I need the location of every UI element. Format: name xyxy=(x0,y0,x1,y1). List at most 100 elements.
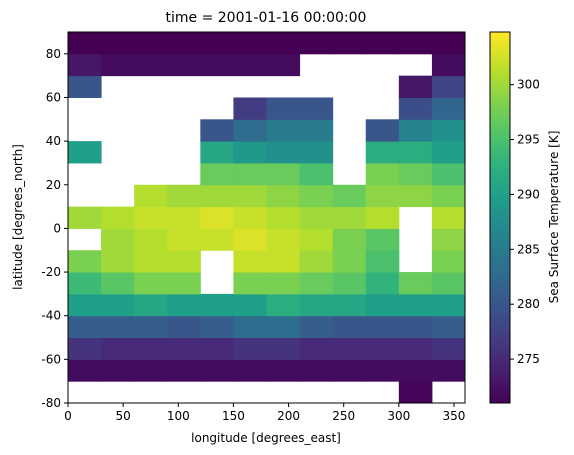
x-tick-label: 0 xyxy=(64,409,72,423)
cell xyxy=(200,184,234,208)
cell xyxy=(68,359,102,382)
cell xyxy=(68,250,102,273)
cell xyxy=(167,272,201,295)
cell xyxy=(431,97,466,120)
x-tick-label: 250 xyxy=(332,409,355,423)
cell xyxy=(266,141,301,164)
cell xyxy=(299,293,334,317)
cell xyxy=(398,32,433,55)
cell xyxy=(233,250,267,273)
cell xyxy=(398,293,433,317)
cell xyxy=(134,32,168,55)
cell xyxy=(101,53,135,77)
cell xyxy=(101,250,135,273)
x-tick-label: 350 xyxy=(443,409,466,423)
cell xyxy=(332,359,367,382)
cell xyxy=(266,97,301,120)
cell xyxy=(200,53,234,77)
cell xyxy=(167,228,201,251)
heatmap xyxy=(68,32,466,404)
cell xyxy=(200,119,234,142)
cell xyxy=(68,141,102,164)
cell xyxy=(134,250,168,273)
cell xyxy=(101,228,135,251)
cell xyxy=(167,53,201,77)
cell xyxy=(299,141,334,164)
cell xyxy=(299,315,334,339)
cell xyxy=(167,250,201,273)
cell xyxy=(431,315,466,339)
x-axis-label: longitude [degrees_east] xyxy=(191,431,341,445)
cell xyxy=(134,272,168,295)
cell xyxy=(398,184,433,208)
cell xyxy=(266,250,301,273)
cell xyxy=(200,359,234,382)
colorbar-tick-label: 275 xyxy=(517,352,540,366)
cell xyxy=(101,337,135,360)
cell xyxy=(398,97,433,120)
cell xyxy=(68,272,102,295)
cell xyxy=(101,206,135,229)
y-tick-label: 0 xyxy=(53,221,61,235)
cell xyxy=(266,293,301,317)
cell xyxy=(233,53,267,77)
cell xyxy=(233,141,267,164)
cell xyxy=(266,119,301,142)
cell xyxy=(200,206,234,229)
cell xyxy=(299,272,334,295)
cell xyxy=(365,272,400,295)
cell xyxy=(365,337,400,360)
cell xyxy=(200,293,234,317)
cell xyxy=(332,206,367,229)
cell xyxy=(431,228,466,251)
cell xyxy=(68,32,102,55)
x-tick-label: 100 xyxy=(167,409,190,423)
cell xyxy=(398,337,433,360)
cell xyxy=(200,141,234,164)
cell xyxy=(233,228,267,251)
cell xyxy=(431,119,466,142)
cell xyxy=(233,359,267,382)
cell xyxy=(233,97,267,120)
cell xyxy=(332,272,367,295)
cell xyxy=(398,381,433,404)
cell xyxy=(266,53,301,77)
cell xyxy=(266,337,301,360)
colorbar xyxy=(489,31,511,404)
cell xyxy=(101,32,135,55)
cell xyxy=(200,32,234,55)
cell xyxy=(233,119,267,142)
cell xyxy=(167,32,201,55)
cell xyxy=(101,272,135,295)
y-tick-label: 80 xyxy=(46,47,61,61)
cell xyxy=(134,53,168,77)
cell xyxy=(266,162,301,186)
cell xyxy=(431,162,466,186)
cell xyxy=(431,184,466,208)
cell xyxy=(365,184,400,208)
cell xyxy=(431,272,466,295)
cell xyxy=(431,141,466,164)
colorbar-tick-label: 295 xyxy=(517,133,540,147)
cell xyxy=(299,228,334,251)
cell xyxy=(299,250,334,273)
cell xyxy=(431,293,466,317)
colorbar-tick-label: 285 xyxy=(517,242,540,256)
cell xyxy=(68,337,102,360)
chart-title: time = 2001-01-16 00:00:00 xyxy=(166,10,367,26)
cell xyxy=(431,32,466,55)
colorbar-label: Sea Surface Temperature [K] xyxy=(547,131,561,304)
cell xyxy=(200,337,234,360)
cell xyxy=(365,293,400,317)
plot-frame xyxy=(67,31,466,404)
colorbar-tick-label: 280 xyxy=(517,297,540,311)
cell xyxy=(398,119,433,142)
cell xyxy=(68,293,102,317)
cell xyxy=(266,315,301,339)
cell xyxy=(299,337,334,360)
cell xyxy=(167,315,201,339)
cell xyxy=(134,359,168,382)
cell xyxy=(398,75,433,98)
cell xyxy=(266,184,301,208)
